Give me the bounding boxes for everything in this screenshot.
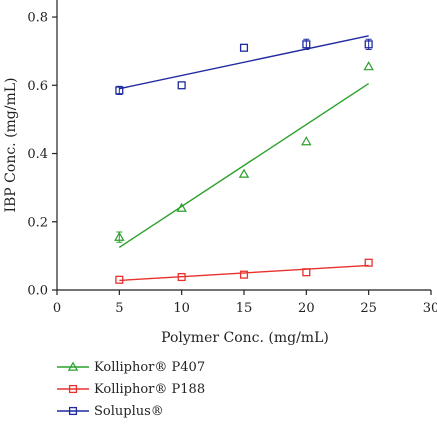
data-point-series-1 — [115, 275, 124, 284]
legend-item-p407: Kolliphor® P407 — [56, 356, 205, 378]
data-point-series-0 — [363, 61, 374, 71]
data-point-series-2 — [239, 43, 249, 52]
data-point-series-0 — [301, 136, 312, 146]
fit-line-series-0 — [118, 83, 370, 248]
legend-item-p188: Kolliphor® P188 — [56, 378, 205, 400]
legend-swatch-p188 — [57, 384, 89, 394]
data-point-series-2 — [302, 40, 311, 49]
data-point-series-1 — [177, 272, 186, 282]
y-tick-label: 0.6 — [27, 79, 48, 94]
legend-label-soluplus: Soluplus® — [94, 403, 164, 419]
x-tick-label: 20 — [298, 301, 315, 316]
legend-marker — [68, 384, 78, 394]
data-point-series-1 — [364, 258, 373, 267]
data-point-series-2 — [364, 40, 373, 49]
data-point-series-0 — [176, 202, 187, 212]
legend-item-soluplus: Soluplus® — [56, 400, 205, 422]
legend-marker — [67, 361, 79, 371]
legend-marker — [68, 406, 78, 416]
y-tick-label: 0.8 — [27, 11, 48, 26]
fit-lines — [118, 35, 370, 282]
data-point-series-1 — [239, 270, 249, 279]
x-tick-label: 30 — [423, 301, 437, 316]
legend: Kolliphor® P407 Kolliphor® P188 Soluplus… — [56, 356, 205, 422]
legend-label-p188: Kolliphor® P188 — [94, 381, 206, 397]
y-tick-label: 0.0 — [27, 284, 48, 299]
x-tick-label: 25 — [360, 301, 377, 316]
fit-line-series-1 — [119, 264, 369, 282]
x-tick-label: 0 — [53, 301, 61, 316]
y-axis-label: IBP Conc. (mg/mL) — [3, 77, 19, 212]
y-tick-label: 0.2 — [27, 215, 48, 230]
data-point-series-2 — [177, 81, 186, 90]
data-point-series-2 — [115, 86, 124, 95]
data-points — [114, 38, 374, 284]
legend-label-p407: Kolliphor® P407 — [94, 359, 206, 375]
x-axis-label: Polymer Conc. (mg/mL) — [161, 330, 329, 346]
data-point-series-0 — [114, 231, 125, 241]
data-point-series-1 — [302, 268, 311, 277]
axes: 0 5 10 15 20 25 30 0.0 0.2 0.4 0.6 0.8 — [27, 0, 437, 316]
legend-swatch-soluplus — [57, 406, 89, 416]
legend-swatch-p407 — [57, 361, 89, 371]
fit-line-series-2 — [119, 35, 369, 90]
y-tick-label: 0.4 — [27, 147, 48, 162]
x-tick-label: 15 — [236, 301, 253, 316]
x-tick-label: 10 — [173, 301, 190, 316]
x-tick-label: 5 — [115, 301, 123, 316]
data-point-series-0 — [238, 168, 250, 178]
